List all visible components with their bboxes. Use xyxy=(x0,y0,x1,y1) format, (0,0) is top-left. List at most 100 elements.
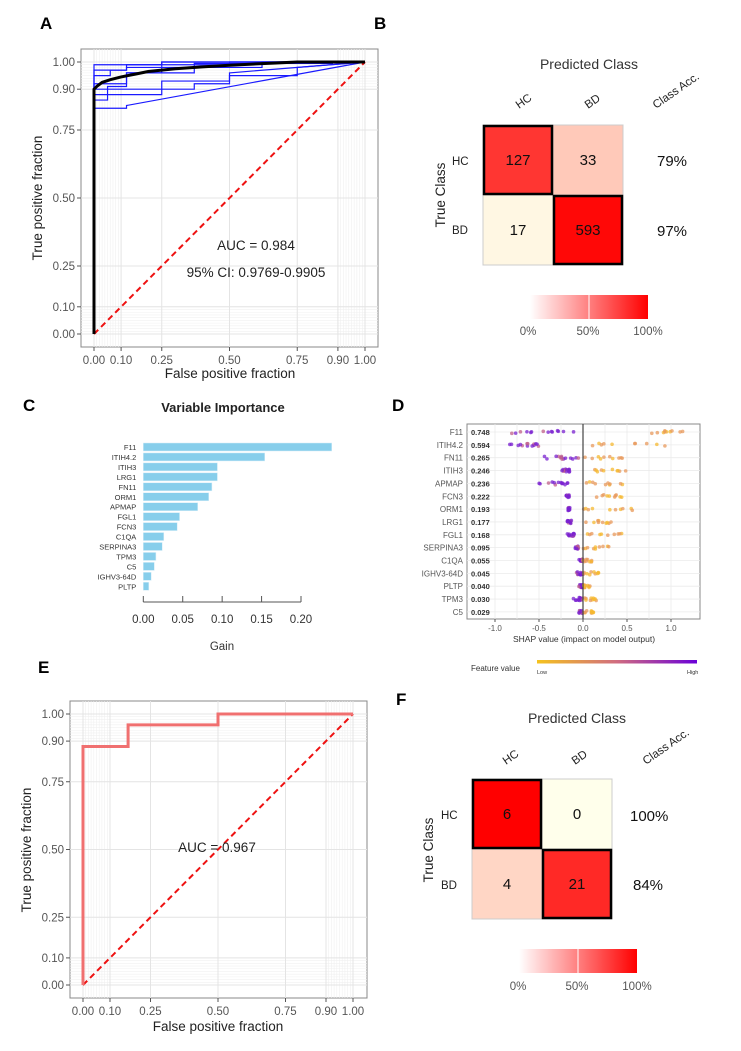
mean-shap-value: 0.236 xyxy=(471,479,490,488)
shap-point xyxy=(595,571,600,576)
cm-diagonal-border xyxy=(471,778,543,850)
shap-point xyxy=(602,455,606,459)
y-tick-label: 0.50 xyxy=(53,193,75,205)
class-acc-bd: 97% xyxy=(657,223,687,240)
mean-shap-value: 0.045 xyxy=(471,569,490,578)
row-label-bd: BD xyxy=(441,880,457,892)
shap-point xyxy=(670,429,674,433)
y-tick-label: 0.90 xyxy=(42,736,64,748)
shap-point xyxy=(588,532,592,537)
feature-label: SERPINA3 xyxy=(423,544,463,553)
cm-cell xyxy=(541,778,613,850)
x-tick-label: 0.90 xyxy=(327,355,349,367)
y-tick-label: 0.00 xyxy=(42,980,64,992)
shap-point xyxy=(574,598,579,602)
shap-point xyxy=(616,468,620,473)
y-tick-label: 1.00 xyxy=(42,709,64,721)
shap-point xyxy=(597,545,602,549)
cm-count: 127 xyxy=(505,152,530,169)
x-axis-title: False positive fraction xyxy=(153,1019,284,1034)
shap-point xyxy=(530,444,535,448)
x-tick-label: 0.50 xyxy=(207,1006,229,1018)
shap-point xyxy=(578,595,582,600)
x-tick-label: 1.0 xyxy=(665,624,677,633)
bar xyxy=(143,472,218,482)
shap-point xyxy=(655,442,659,447)
cm-diagonal-border xyxy=(482,124,554,196)
shap-point xyxy=(587,480,592,484)
acc-header: Class Acc. xyxy=(651,71,702,112)
cm-cell xyxy=(552,194,624,266)
shap-point xyxy=(542,454,547,459)
shap-point xyxy=(587,572,592,577)
mean-shap-value: 0.095 xyxy=(471,544,490,553)
shap-point xyxy=(601,544,605,549)
annotation-auc: AUC = 0.984 xyxy=(217,238,295,253)
shap-point xyxy=(576,456,581,460)
feature-label: F11 xyxy=(450,428,464,437)
shap-point xyxy=(591,610,595,615)
shap-point xyxy=(564,467,569,472)
category-label: FCN3 xyxy=(117,523,137,532)
shap-point xyxy=(549,429,554,434)
shap-point xyxy=(618,481,623,486)
category-label: ITIH3 xyxy=(118,463,136,472)
x-tick-label: 0.15 xyxy=(250,614,272,626)
x-tick-label: 1.00 xyxy=(354,355,376,367)
mean-shap-value: 0.029 xyxy=(471,608,490,617)
shap-point xyxy=(590,443,595,448)
bar xyxy=(143,532,165,541)
shap-point xyxy=(563,456,568,460)
feature-label: C1QA xyxy=(441,557,463,566)
fold-roc-curve xyxy=(93,61,365,334)
x-tick-label: 0.0 xyxy=(577,624,589,633)
shap-point xyxy=(617,456,621,460)
shap-point xyxy=(518,430,523,434)
mean-shap-value: 0.177 xyxy=(471,518,490,527)
shap-point xyxy=(575,570,580,574)
shap-point xyxy=(571,533,576,537)
y-tick-label: 0.00 xyxy=(53,329,75,341)
shap-point xyxy=(680,429,685,434)
feature-label: IGHV3-64D xyxy=(422,569,464,578)
shap-point xyxy=(608,482,612,486)
feature-label: FN11 xyxy=(444,454,464,463)
shap-point xyxy=(566,506,571,511)
cm-cell xyxy=(541,848,613,920)
cm-title: Predicted Class xyxy=(540,56,638,72)
shap-point xyxy=(610,467,615,472)
shap-point xyxy=(516,443,521,448)
y-tick-label: 0.10 xyxy=(53,302,75,314)
x-tick-label: 0.50 xyxy=(218,355,240,367)
panel-label-b: B xyxy=(374,14,387,33)
cm-count: 33 xyxy=(580,152,597,169)
shap-point xyxy=(510,431,514,436)
shap-point xyxy=(561,481,565,486)
shap-point xyxy=(600,493,605,498)
x-tick-label: 0.20 xyxy=(290,614,312,626)
class-acc-hc: 100% xyxy=(630,808,668,825)
x-tick-label: 0.75 xyxy=(286,355,308,367)
shap-point xyxy=(612,532,617,537)
bar xyxy=(143,552,157,561)
shap-point xyxy=(585,545,590,550)
panel-label-a: A xyxy=(40,14,53,33)
x-tick-label: 0.25 xyxy=(151,355,173,367)
y-axis-title: True positive fraction xyxy=(30,136,45,261)
shap-point xyxy=(567,469,572,474)
x-tick-label: 0.75 xyxy=(274,1006,296,1018)
x-tick-label: 0.90 xyxy=(315,1006,337,1018)
feature-label: FCN3 xyxy=(442,492,463,501)
y-tick-label: 0.25 xyxy=(53,261,75,273)
class-acc-bd: 84% xyxy=(633,877,663,894)
shap-summary-chart: F11 0.748 ITIH4.2 0.594 FN11 0.265 ITIH3 0.246 A… xyxy=(422,423,701,676)
shap-point xyxy=(587,585,591,590)
panel-label-c: C xyxy=(23,396,36,415)
cm-cell xyxy=(482,124,554,196)
shap-point xyxy=(567,532,571,537)
shap-point xyxy=(583,585,587,590)
shap-point xyxy=(590,480,595,485)
shap-point xyxy=(571,430,576,434)
cm-diagonal-border xyxy=(541,848,613,920)
